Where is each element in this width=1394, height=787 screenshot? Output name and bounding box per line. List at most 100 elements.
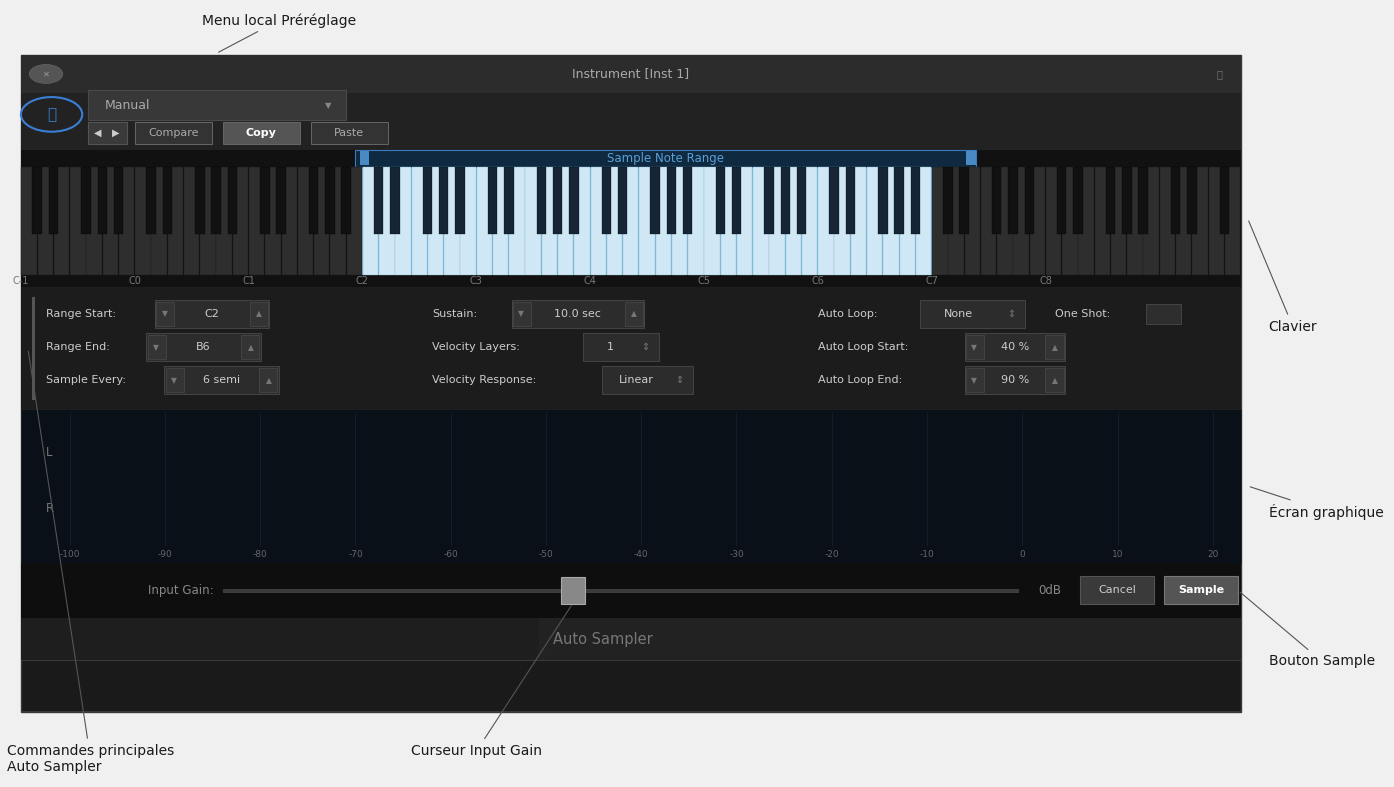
Bar [560,577,584,604]
Bar [167,167,183,275]
Bar [1079,167,1094,275]
Bar [309,167,318,234]
Bar [1139,167,1147,234]
Text: 6 semi: 6 semi [204,375,240,385]
Bar [583,333,659,361]
Bar [721,167,736,275]
Bar [764,167,774,234]
Bar [21,287,1241,409]
Bar [152,167,167,275]
Bar [542,167,558,275]
Bar [70,167,85,275]
Text: Clavier: Clavier [1249,221,1317,334]
Bar [428,167,443,275]
Bar [526,167,541,275]
Bar [390,167,400,234]
Bar [1080,576,1154,604]
Bar [1192,167,1207,275]
Bar [602,167,611,234]
Text: ▼: ▼ [171,375,177,385]
Text: ▲: ▲ [1052,342,1058,352]
Bar [276,167,286,234]
Bar [965,167,980,275]
Bar [148,335,166,359]
Bar [1013,167,1029,275]
Text: ▼: ▼ [162,309,167,319]
Bar [672,167,687,275]
Bar [250,167,265,275]
Bar [88,91,346,120]
Bar [846,167,855,234]
Bar [618,167,627,234]
Text: -10: -10 [920,549,934,559]
Text: Sustain:: Sustain: [432,309,477,319]
Text: ⤢: ⤢ [1217,69,1223,79]
Bar [1062,167,1078,275]
Bar [802,167,817,275]
Bar [1046,335,1064,359]
Bar [21,409,1241,563]
Bar [135,122,212,144]
Bar [715,167,725,234]
Bar [32,297,35,400]
Bar [156,302,174,326]
Text: Range End:: Range End: [46,342,110,352]
Bar [250,302,268,326]
Circle shape [29,65,63,83]
Bar [460,167,475,275]
Text: -100: -100 [60,549,79,559]
Bar [753,167,768,275]
Text: B6: B6 [197,342,210,352]
Bar [1046,368,1064,392]
Bar [493,167,509,275]
Bar [981,167,997,275]
Text: C2: C2 [205,309,219,319]
Text: 40 %: 40 % [1001,342,1029,352]
Bar [569,167,579,234]
Bar [689,167,704,275]
Bar [1188,167,1196,234]
Text: ▲: ▲ [248,342,254,352]
Bar [21,93,1241,150]
Bar [1143,167,1158,275]
Bar [38,167,53,275]
Bar [32,167,42,234]
Text: Commandes principales
Auto Sampler: Commandes principales Auto Sampler [7,351,174,774]
Bar [195,167,205,234]
Bar [899,167,914,275]
Text: Linear: Linear [619,375,654,385]
Text: ▶: ▶ [112,128,120,138]
Text: One Shot:: One Shot: [1055,309,1111,319]
Text: Auto Sampler: Auto Sampler [553,632,652,647]
Text: ⇕: ⇕ [1006,309,1015,319]
Bar [878,167,888,234]
Bar [86,167,102,275]
Text: ▲: ▲ [256,309,262,319]
Text: R: R [46,502,54,515]
Bar [330,167,346,275]
Bar [1111,167,1126,275]
Text: Compare: Compare [148,128,199,138]
Bar [944,167,952,234]
Bar [513,302,531,326]
Bar [360,151,369,165]
Text: -70: -70 [348,549,362,559]
Bar [362,167,378,275]
Bar [314,167,329,275]
Text: C3: C3 [470,276,482,286]
Text: -80: -80 [252,549,268,559]
Bar [439,167,449,234]
Bar [512,300,644,328]
Bar [164,366,279,394]
Bar [625,302,643,326]
Bar [683,167,693,234]
Bar [201,167,216,275]
Text: -30: -30 [729,549,744,559]
Bar [505,167,513,234]
Text: Velocity Response:: Velocity Response: [432,375,537,385]
Text: Curseur Input Gain: Curseur Input Gain [411,606,572,758]
Bar [786,167,802,275]
Text: Bouton Sample: Bouton Sample [1241,592,1374,668]
Text: Range Start:: Range Start: [46,309,116,319]
Text: Auto Loop End:: Auto Loop End: [818,375,902,385]
